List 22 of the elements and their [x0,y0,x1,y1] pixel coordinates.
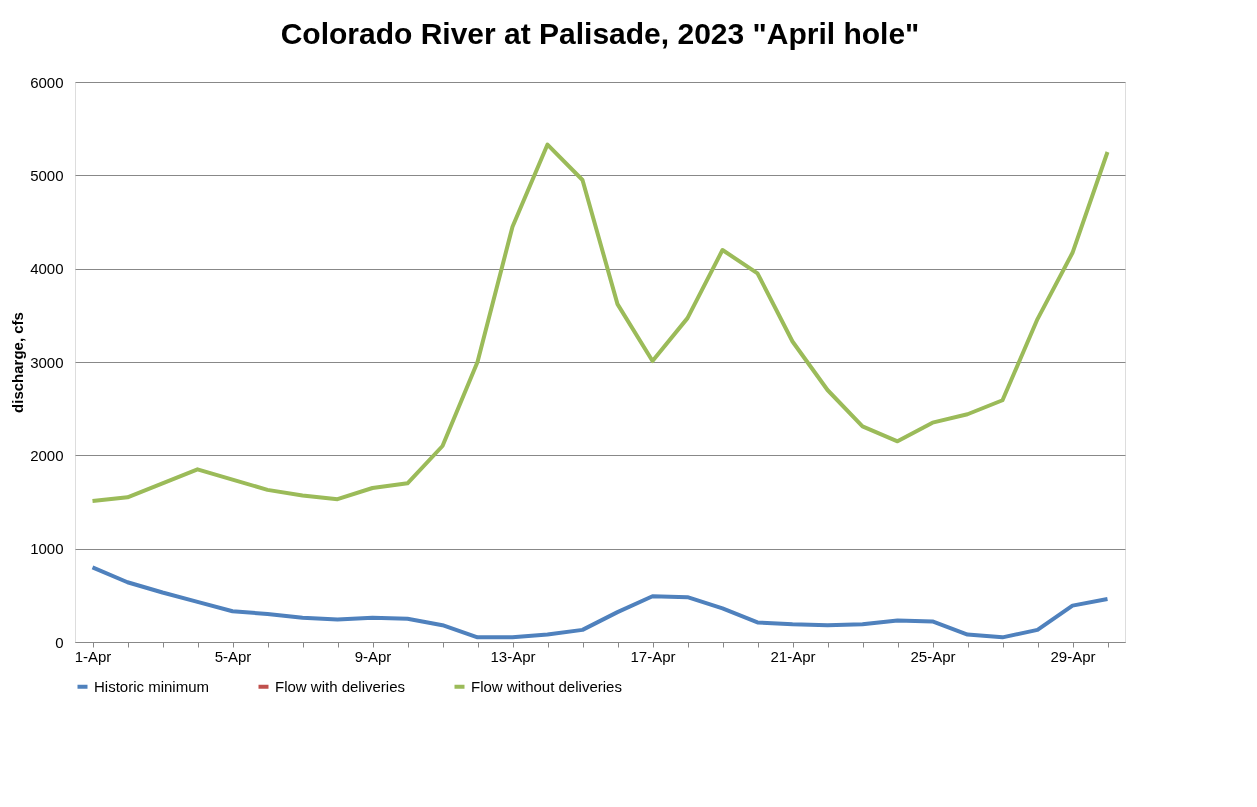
line-series [90,142,1110,504]
y-tick-label: 2000 [30,446,64,464]
y-tick-label: 3000 [30,353,64,371]
x-tick-label: 9-Apr [354,647,392,665]
y-tick-label: 1000 [30,540,64,558]
x-tick-label: 17-Apr [630,647,676,665]
chart-title: Colorado River at Palisade, 2023 "April hole" [280,17,920,50]
y-tick-label: 5000 [30,166,64,184]
y-axis-title: discharge, cfs [9,312,27,413]
x-tick-label: 21-Apr [770,647,816,665]
x-tick-label: 5-Apr [214,647,252,665]
x-tick-label: 1-Apr [74,647,112,665]
y-tick-label: 4000 [30,260,64,278]
legend-label: Flow with deliveries [275,677,406,695]
y-tick-label: 6000 [30,73,64,91]
legend-label: Flow without deliveries [471,677,622,695]
line-series [90,565,1110,640]
y-tick-label: 0 [55,633,64,651]
x-tick-label: 29-Apr [1050,647,1096,665]
x-tick-label: 25-Apr [910,647,956,665]
legend-label: Historic minimum [94,677,210,695]
x-tick-label: 13-Apr [490,647,536,665]
